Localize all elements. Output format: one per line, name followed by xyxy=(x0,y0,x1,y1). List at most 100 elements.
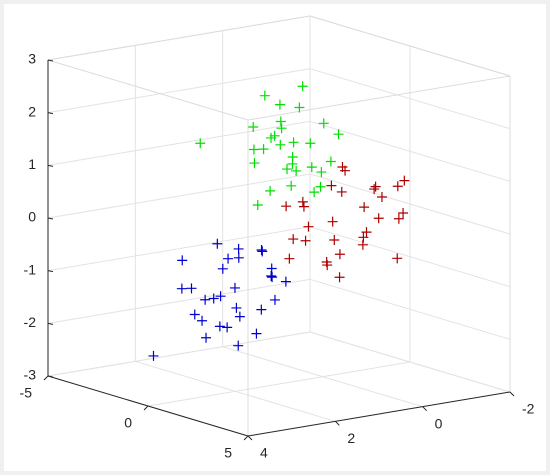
plot-background xyxy=(4,4,546,471)
point xyxy=(274,99,285,110)
point xyxy=(325,156,336,167)
point xyxy=(392,253,403,264)
point xyxy=(321,257,332,267)
tick-mark xyxy=(334,420,340,426)
y-axis xyxy=(247,391,511,437)
point xyxy=(334,272,345,283)
point xyxy=(251,328,262,339)
point xyxy=(369,184,380,195)
point xyxy=(148,350,159,361)
point xyxy=(376,192,387,202)
point xyxy=(281,201,292,212)
point xyxy=(222,322,233,333)
grid-line xyxy=(147,361,411,407)
point xyxy=(248,144,259,155)
point xyxy=(201,332,212,343)
point xyxy=(309,187,320,198)
point xyxy=(275,116,286,127)
point xyxy=(176,283,187,294)
point xyxy=(233,340,244,351)
point xyxy=(318,118,329,129)
grid-line xyxy=(47,278,311,324)
tick-mark xyxy=(47,59,54,62)
point xyxy=(282,164,293,175)
point xyxy=(248,122,259,132)
point xyxy=(266,132,277,143)
point xyxy=(252,200,263,210)
point xyxy=(266,271,277,281)
point xyxy=(275,139,286,150)
point xyxy=(233,252,244,263)
tick-mark xyxy=(243,435,249,441)
point xyxy=(231,302,242,313)
point xyxy=(269,294,280,305)
point xyxy=(316,167,327,178)
point xyxy=(340,165,351,176)
point xyxy=(336,186,347,197)
point xyxy=(373,213,384,224)
z-tick-label: -3 xyxy=(24,367,37,383)
tick-mark xyxy=(47,164,54,167)
z-tick-label: 3 xyxy=(28,51,36,67)
point xyxy=(291,165,302,176)
tick-mark xyxy=(47,375,54,378)
grid-line xyxy=(47,173,311,219)
tick-mark xyxy=(422,406,428,412)
z-tick-label: 0 xyxy=(28,209,36,225)
point xyxy=(197,315,208,326)
point xyxy=(214,321,225,332)
point xyxy=(298,201,309,212)
point xyxy=(286,180,297,191)
z-tick-label: 2 xyxy=(28,103,36,119)
point xyxy=(267,272,278,283)
box-edge xyxy=(309,15,511,77)
grid-line xyxy=(47,68,311,114)
z-tick-label: -2 xyxy=(24,314,37,330)
point xyxy=(215,291,226,302)
point xyxy=(287,158,298,169)
tick-mark xyxy=(47,322,54,325)
point xyxy=(393,213,404,224)
tick-mark xyxy=(47,270,54,273)
point xyxy=(329,235,340,245)
point xyxy=(288,137,299,148)
point xyxy=(258,144,269,155)
tick-mark xyxy=(143,405,149,411)
point xyxy=(334,249,345,260)
point xyxy=(297,196,308,207)
point xyxy=(257,246,268,257)
point xyxy=(186,283,197,294)
grid-line xyxy=(47,331,311,377)
grid-line xyxy=(47,226,311,272)
point xyxy=(399,175,410,186)
point xyxy=(256,304,267,315)
point xyxy=(234,311,245,322)
y-tick-label: 2 xyxy=(347,430,355,446)
point xyxy=(327,216,338,227)
point xyxy=(357,239,368,250)
point xyxy=(361,227,372,238)
y-tick-label: 0 xyxy=(435,415,443,431)
point xyxy=(305,138,316,149)
tick-mark xyxy=(47,217,54,220)
point xyxy=(284,253,295,264)
point xyxy=(265,185,276,196)
point xyxy=(315,181,326,192)
point xyxy=(303,221,314,232)
point xyxy=(217,263,228,274)
point xyxy=(326,180,337,191)
point xyxy=(333,129,344,140)
x-tick-label: -5 xyxy=(20,385,33,401)
point xyxy=(189,309,200,320)
z-tick-label: 1 xyxy=(28,156,36,172)
point xyxy=(259,90,270,101)
point xyxy=(398,208,409,218)
point xyxy=(306,162,317,173)
point xyxy=(223,253,234,264)
point xyxy=(249,158,260,169)
point xyxy=(276,123,287,134)
point xyxy=(359,202,370,213)
point xyxy=(288,234,299,245)
point xyxy=(212,238,223,249)
point xyxy=(392,181,403,192)
